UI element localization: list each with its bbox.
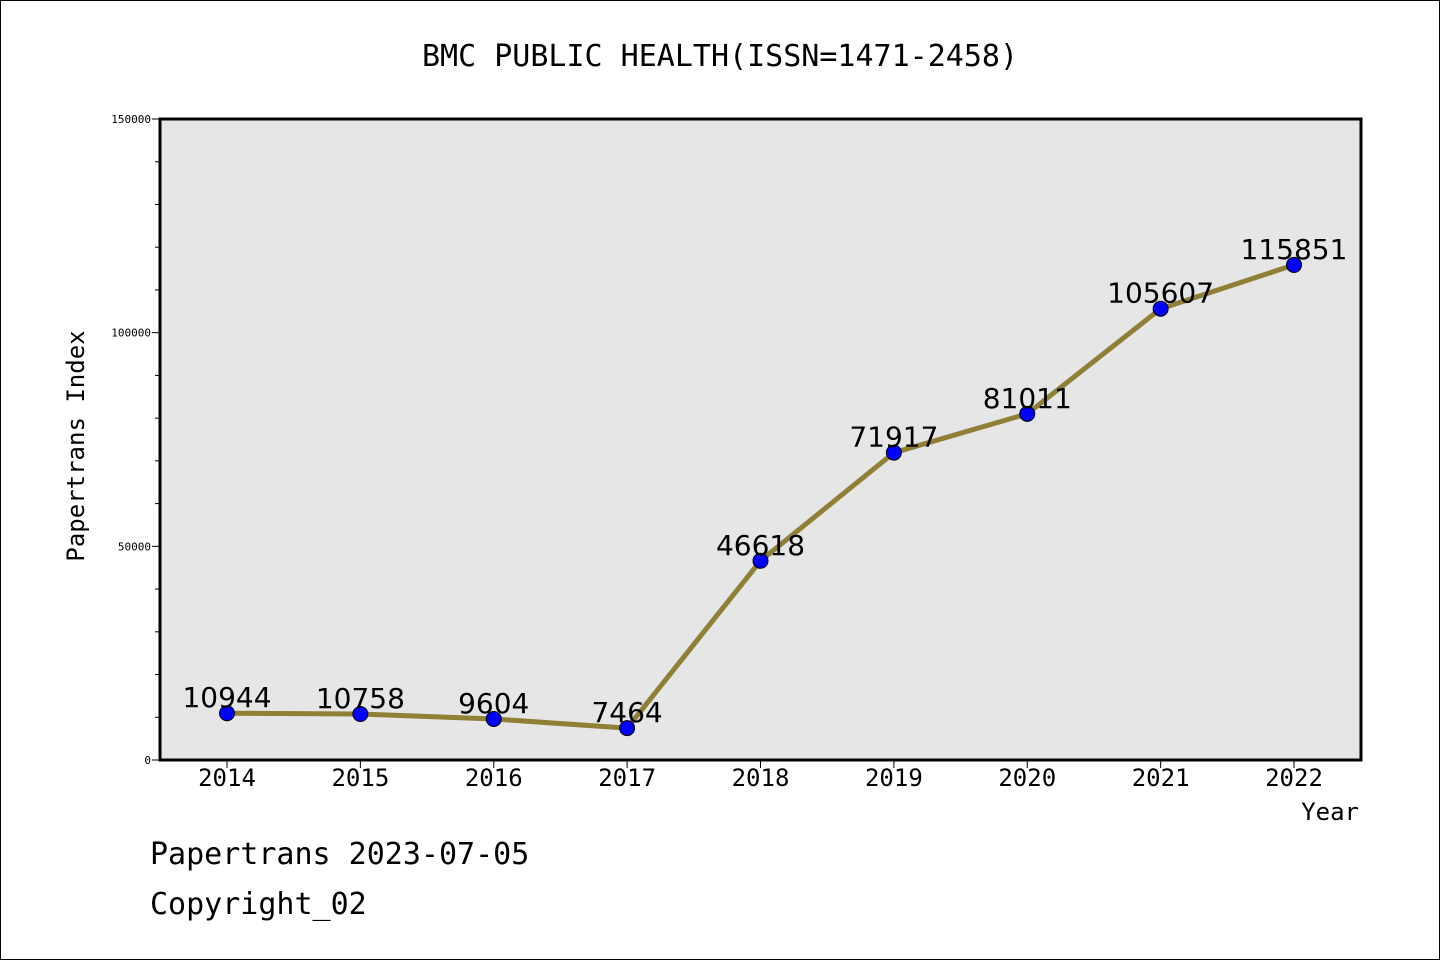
- x-tick-label: 2014: [198, 764, 256, 792]
- data-point: [1286, 256, 1302, 273]
- data-point: [219, 705, 235, 722]
- data-point: [1019, 405, 1036, 422]
- data-point: [885, 444, 902, 461]
- data-label: 7464: [591, 696, 662, 729]
- x-tick-label: 2020: [998, 764, 1056, 792]
- y-tick-label: 100000: [111, 327, 151, 340]
- x-tick-label: 2022: [1265, 764, 1323, 792]
- x-tick-label: 2017: [598, 764, 656, 792]
- plot-area: [158, 117, 1363, 762]
- series-group: [219, 256, 1302, 737]
- data-label: 115851: [1241, 233, 1348, 266]
- data-point: [1152, 300, 1169, 317]
- footer-date: Papertrans 2023-07-05: [150, 837, 529, 872]
- y-tick-label: 50000: [118, 540, 151, 553]
- y-tick-label: 0: [144, 754, 151, 767]
- x-tick-label: 2018: [732, 764, 790, 792]
- x-tick-label: 2016: [465, 764, 523, 792]
- x-tick-label: 2015: [331, 764, 389, 792]
- data-label: 105607: [1107, 277, 1214, 310]
- data-label: 10758: [316, 682, 405, 715]
- x-tick-label: 2019: [865, 764, 923, 792]
- data-label: 81011: [983, 382, 1072, 415]
- data-label-group: 10944 10758 9604 7464 46618 71917 81011 105607 1…: [182, 233, 1347, 729]
- data-label: 10944: [182, 681, 271, 714]
- x-axis-label: Year: [1301, 798, 1359, 826]
- y-axis-label: Papertrans Index: [62, 330, 90, 561]
- y-tick-label: 150000: [111, 113, 151, 126]
- x-axis: 2014 2015 2016 2017 2018 2019 2020 2021 2022: [198, 760, 1323, 792]
- y-axis: 0 50000 100000 150000: [111, 113, 160, 767]
- x-tick-label: 2021: [1132, 764, 1190, 792]
- footer-copyright: Copyright_02: [150, 887, 367, 922]
- data-label: 46618: [716, 529, 805, 562]
- data-point: [752, 552, 769, 569]
- data-point: [485, 710, 502, 727]
- data-label: 9604: [458, 687, 529, 720]
- data-label: 71917: [849, 421, 938, 454]
- chart-title: BMC PUBLIC HEALTH(ISSN=1471-2458): [422, 39, 1018, 74]
- data-point: [352, 706, 369, 723]
- data-point: [619, 720, 636, 737]
